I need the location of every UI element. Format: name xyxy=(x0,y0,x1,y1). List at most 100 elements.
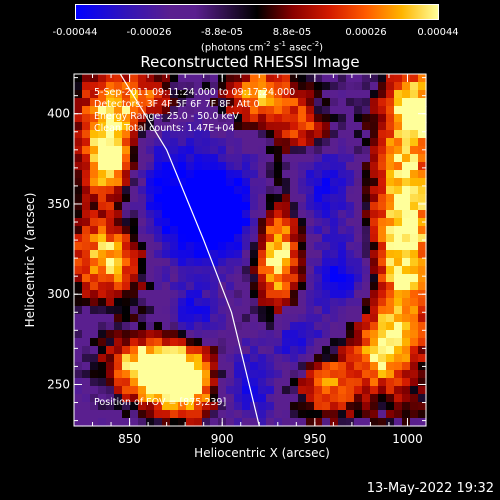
heatmap-cell xyxy=(122,362,131,371)
heatmap-cell xyxy=(282,202,291,211)
heatmap-cell xyxy=(306,74,315,83)
heatmap-cell xyxy=(178,146,187,155)
heatmap-cell xyxy=(370,234,379,243)
heatmap-cell xyxy=(370,410,379,419)
heatmap-cell xyxy=(178,218,187,227)
heatmap-cell xyxy=(210,282,219,291)
heatmap-cell xyxy=(378,242,387,251)
heatmap-cell xyxy=(306,250,315,259)
heatmap-cell xyxy=(266,178,275,187)
heatmap-cell xyxy=(282,122,291,131)
heatmap-cell xyxy=(394,130,403,139)
heatmap-cell xyxy=(346,282,355,291)
heatmap-cell xyxy=(138,74,147,83)
heatmap-cell xyxy=(282,130,291,139)
heatmap-cell xyxy=(210,162,219,171)
heatmap-cell xyxy=(234,290,243,299)
heatmap-cell xyxy=(282,322,291,331)
heatmap-cell xyxy=(242,314,251,323)
heatmap-cell xyxy=(114,234,123,243)
heatmap-cell xyxy=(178,250,187,259)
heatmap-cell xyxy=(82,74,91,83)
heatmap-cell xyxy=(82,378,91,387)
heatmap-cell xyxy=(298,90,307,99)
heatmap-cell xyxy=(298,114,307,123)
heatmap-cell xyxy=(98,370,107,379)
heatmap-cell xyxy=(338,186,347,195)
heatmap-cell xyxy=(330,330,339,339)
heatmap-cell xyxy=(282,106,291,115)
heatmap-cell xyxy=(266,194,275,203)
heatmap-cell xyxy=(346,178,355,187)
heatmap-cell xyxy=(330,234,339,243)
heatmap-cell xyxy=(202,362,211,371)
heatmap-cell xyxy=(130,74,139,83)
heatmap-cell xyxy=(154,154,163,163)
heatmap-cell xyxy=(226,258,235,267)
heatmap-cell xyxy=(378,186,387,195)
heatmap-cell xyxy=(314,266,323,275)
heatmap-cell xyxy=(410,386,419,395)
heatmap-cell xyxy=(178,98,187,107)
heatmap-cell xyxy=(98,178,107,187)
heatmap-cell xyxy=(282,394,291,403)
heatmap-cell xyxy=(314,258,323,267)
heatmap-cell xyxy=(314,186,323,195)
heatmap-cell xyxy=(130,338,139,347)
heatmap-cell xyxy=(314,314,323,323)
heatmap-cell xyxy=(186,322,195,331)
heatmap-cell xyxy=(234,130,243,139)
heatmap-cell xyxy=(90,290,99,299)
heatmap-cell xyxy=(346,98,355,107)
heatmap-cell xyxy=(354,74,363,83)
heatmap-cell xyxy=(138,138,147,147)
heatmap-cell xyxy=(178,122,187,131)
heatmap-cell xyxy=(394,170,403,179)
heatmap-cell xyxy=(370,162,379,171)
heatmap-cell xyxy=(130,330,139,339)
heatmap-cell xyxy=(82,338,91,347)
heatmap-cell xyxy=(306,362,315,371)
heatmap-cell xyxy=(74,314,83,323)
heatmap-cell xyxy=(178,266,187,275)
heatmap-cell xyxy=(122,354,131,363)
heatmap-cell xyxy=(386,194,395,203)
heatmap-cell xyxy=(298,378,307,387)
heatmap-cell xyxy=(162,90,171,99)
heatmap-cell xyxy=(306,170,315,179)
heatmap-cell xyxy=(162,218,171,227)
heatmap-cell xyxy=(154,194,163,203)
heatmap-cell xyxy=(274,418,283,427)
heatmap-cell xyxy=(234,114,243,123)
heatmap-cell xyxy=(306,178,315,187)
heatmap-cell xyxy=(274,226,283,235)
heatmap-cell xyxy=(162,242,171,251)
heatmap-cell xyxy=(178,242,187,251)
heatmap-cell xyxy=(242,346,251,355)
heatmap-cell xyxy=(242,386,251,395)
heatmap-cell xyxy=(218,226,227,235)
heatmap-cell xyxy=(234,330,243,339)
heatmap-cell xyxy=(410,322,419,331)
heatmap-cell xyxy=(354,186,363,195)
heatmap-cell xyxy=(354,370,363,379)
heatmap-cell xyxy=(98,90,107,99)
heatmap-cell xyxy=(194,202,203,211)
heatmap-cell xyxy=(154,314,163,323)
heatmap-cell xyxy=(250,346,259,355)
heatmap-cell xyxy=(130,250,139,259)
heatmap-cell xyxy=(178,170,187,179)
heatmap-cell xyxy=(74,394,83,403)
heatmap-cell xyxy=(74,218,83,227)
heatmap-cell xyxy=(114,162,123,171)
heatmap-cell xyxy=(210,258,219,267)
heatmap-cell xyxy=(418,354,427,363)
heatmap-cell xyxy=(162,378,171,387)
heatmap-cell xyxy=(146,146,155,155)
heatmap-cell xyxy=(146,314,155,323)
heatmap-cell xyxy=(370,122,379,131)
heatmap-cell xyxy=(394,362,403,371)
heatmap-cell xyxy=(410,138,419,147)
heatmap-cell xyxy=(170,394,179,403)
